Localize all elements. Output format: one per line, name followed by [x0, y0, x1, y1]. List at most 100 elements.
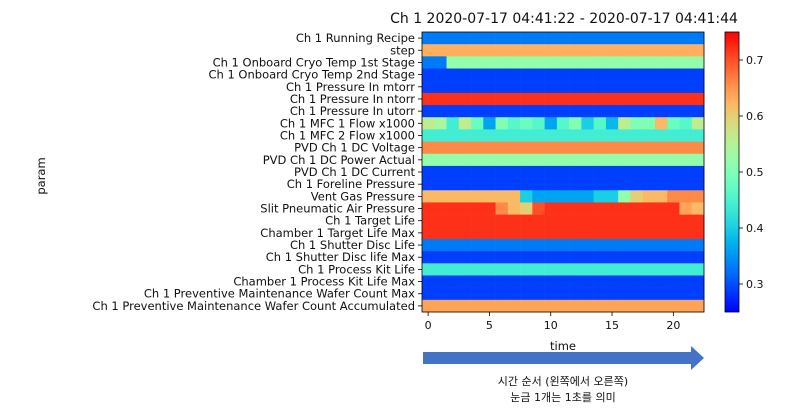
heatmap-cell	[630, 80, 643, 94]
heatmap-cell	[422, 178, 435, 191]
heatmap-cell	[495, 251, 509, 264]
heatmap-cell	[446, 287, 460, 301]
heatmap-cell	[507, 226, 521, 240]
heatmap-cell	[446, 68, 460, 81]
heatmap-cell	[434, 68, 447, 81]
heatmap-cell	[532, 92, 545, 106]
heatmap-cell	[544, 129, 558, 142]
heatmap-cell	[581, 165, 594, 179]
heatmap-cell	[471, 68, 484, 81]
heatmap-cell	[630, 251, 643, 264]
heatmap-cell	[679, 141, 693, 155]
heatmap-cell	[507, 44, 521, 57]
heatmap-cell	[654, 165, 668, 179]
heatmap-cell	[642, 263, 656, 276]
heatmap-cell	[507, 68, 521, 81]
heatmap-cell	[532, 214, 545, 228]
heatmap-cell	[581, 44, 594, 57]
heatmap-cell	[679, 178, 693, 191]
heatmap-cell	[520, 32, 533, 45]
heatmap-cell	[581, 226, 594, 240]
row-label: Ch 1 Shutter Disc Life	[290, 238, 415, 252]
heatmap-cell	[667, 129, 680, 142]
row-label: Ch 1 Preventive Maintenance Wafer Count …	[144, 287, 415, 301]
heatmap-cell	[471, 263, 484, 276]
heatmap-cell	[434, 105, 447, 118]
colorbar-tick-label: 0.5	[746, 166, 764, 179]
heatmap-cell	[483, 202, 496, 215]
heatmap-cell	[605, 117, 619, 130]
heatmap-cell	[556, 32, 570, 45]
heatmap-cell	[654, 92, 668, 106]
x-tick-label: 5	[486, 319, 493, 332]
heatmap-cell	[422, 226, 435, 240]
heatmap-cell	[520, 129, 533, 142]
heatmap-cell	[471, 178, 484, 191]
heatmap-cell	[507, 129, 521, 142]
heatmap-cell	[544, 263, 558, 276]
heatmap-cell	[422, 299, 435, 313]
heatmap-cell	[618, 275, 631, 288]
heatmap-cell	[532, 226, 545, 240]
row-label: Ch 1 Shutter Disc life Max	[266, 250, 415, 264]
heatmap-cell	[593, 165, 607, 179]
row-label: Ch 1 Onboard Cryo Temp 2nd Stage	[208, 68, 415, 82]
heatmap-cell	[618, 214, 631, 228]
heatmap-cell	[495, 56, 509, 69]
heatmap-cell	[667, 80, 680, 94]
row-label: step	[390, 43, 415, 57]
chart-title: Ch 1 2020-07-17 04:41:22 - 2020-07-17 04…	[390, 11, 738, 27]
heatmap-cell	[520, 251, 533, 264]
heatmap-cell	[495, 275, 509, 288]
heatmap-cell	[679, 44, 693, 57]
heatmap-cell	[605, 153, 619, 167]
heatmap-cell	[495, 178, 509, 191]
x-axis-title: time	[550, 339, 576, 353]
heatmap-cell	[593, 287, 607, 301]
heatmap-cell	[422, 56, 435, 69]
heatmap-cell	[630, 238, 643, 252]
heatmap-cell	[679, 202, 693, 215]
heatmap-cell	[434, 56, 447, 69]
row-label: PVD Ch 1 DC Voltage	[294, 141, 415, 155]
heatmap-cell	[642, 80, 656, 94]
heatmap-cell	[642, 56, 656, 69]
row-label: Chamber 1 Target Life Max	[260, 226, 415, 240]
heatmap-cell	[532, 32, 545, 45]
heatmap-cell	[691, 105, 705, 118]
heatmap-cell	[569, 238, 582, 252]
heatmap-cell	[434, 153, 447, 167]
row-label: Ch 1 Pressure In utorr	[290, 104, 415, 118]
heatmap-cell	[667, 178, 680, 191]
heatmap-cell	[434, 141, 447, 155]
heatmap-cell	[618, 202, 631, 215]
heatmap-cell	[667, 92, 680, 106]
row-label: Ch 1 MFC 1 Flow x1000	[280, 116, 415, 130]
row-label: Ch 1 Onboard Cryo Temp 1st Stage	[213, 55, 415, 69]
heatmap-cell	[654, 275, 668, 288]
heatmap-cell	[544, 299, 558, 313]
heatmap-cell	[593, 263, 607, 276]
heatmap-cell	[679, 32, 693, 45]
heatmap-cell	[483, 92, 496, 106]
row-label: Ch 1 Running Recipe	[296, 31, 415, 45]
heatmap-cell	[556, 263, 570, 276]
heatmap-cell	[691, 238, 705, 252]
heatmap-cell	[458, 80, 472, 94]
colorbar-ticks: 0.3 0.4 0.5 0.6 0.7	[739, 54, 764, 291]
heatmap-cell	[593, 190, 607, 203]
row-label: Ch 1 Pressure In ntorr	[290, 92, 415, 106]
heatmap-cell	[422, 141, 435, 155]
heatmap-cell	[605, 299, 619, 313]
heatmap-cell	[630, 68, 643, 81]
heatmap-cell	[642, 214, 656, 228]
heatmap-cell	[679, 153, 693, 167]
heatmap-cell	[544, 153, 558, 167]
heatmap-cell	[422, 202, 435, 215]
heatmap-cell	[556, 238, 570, 252]
heatmap-cell	[434, 202, 447, 215]
heatmap-cell	[667, 190, 680, 203]
heatmap-cell	[544, 44, 558, 57]
heatmap-cell	[630, 117, 643, 130]
heatmap-cell	[654, 238, 668, 252]
